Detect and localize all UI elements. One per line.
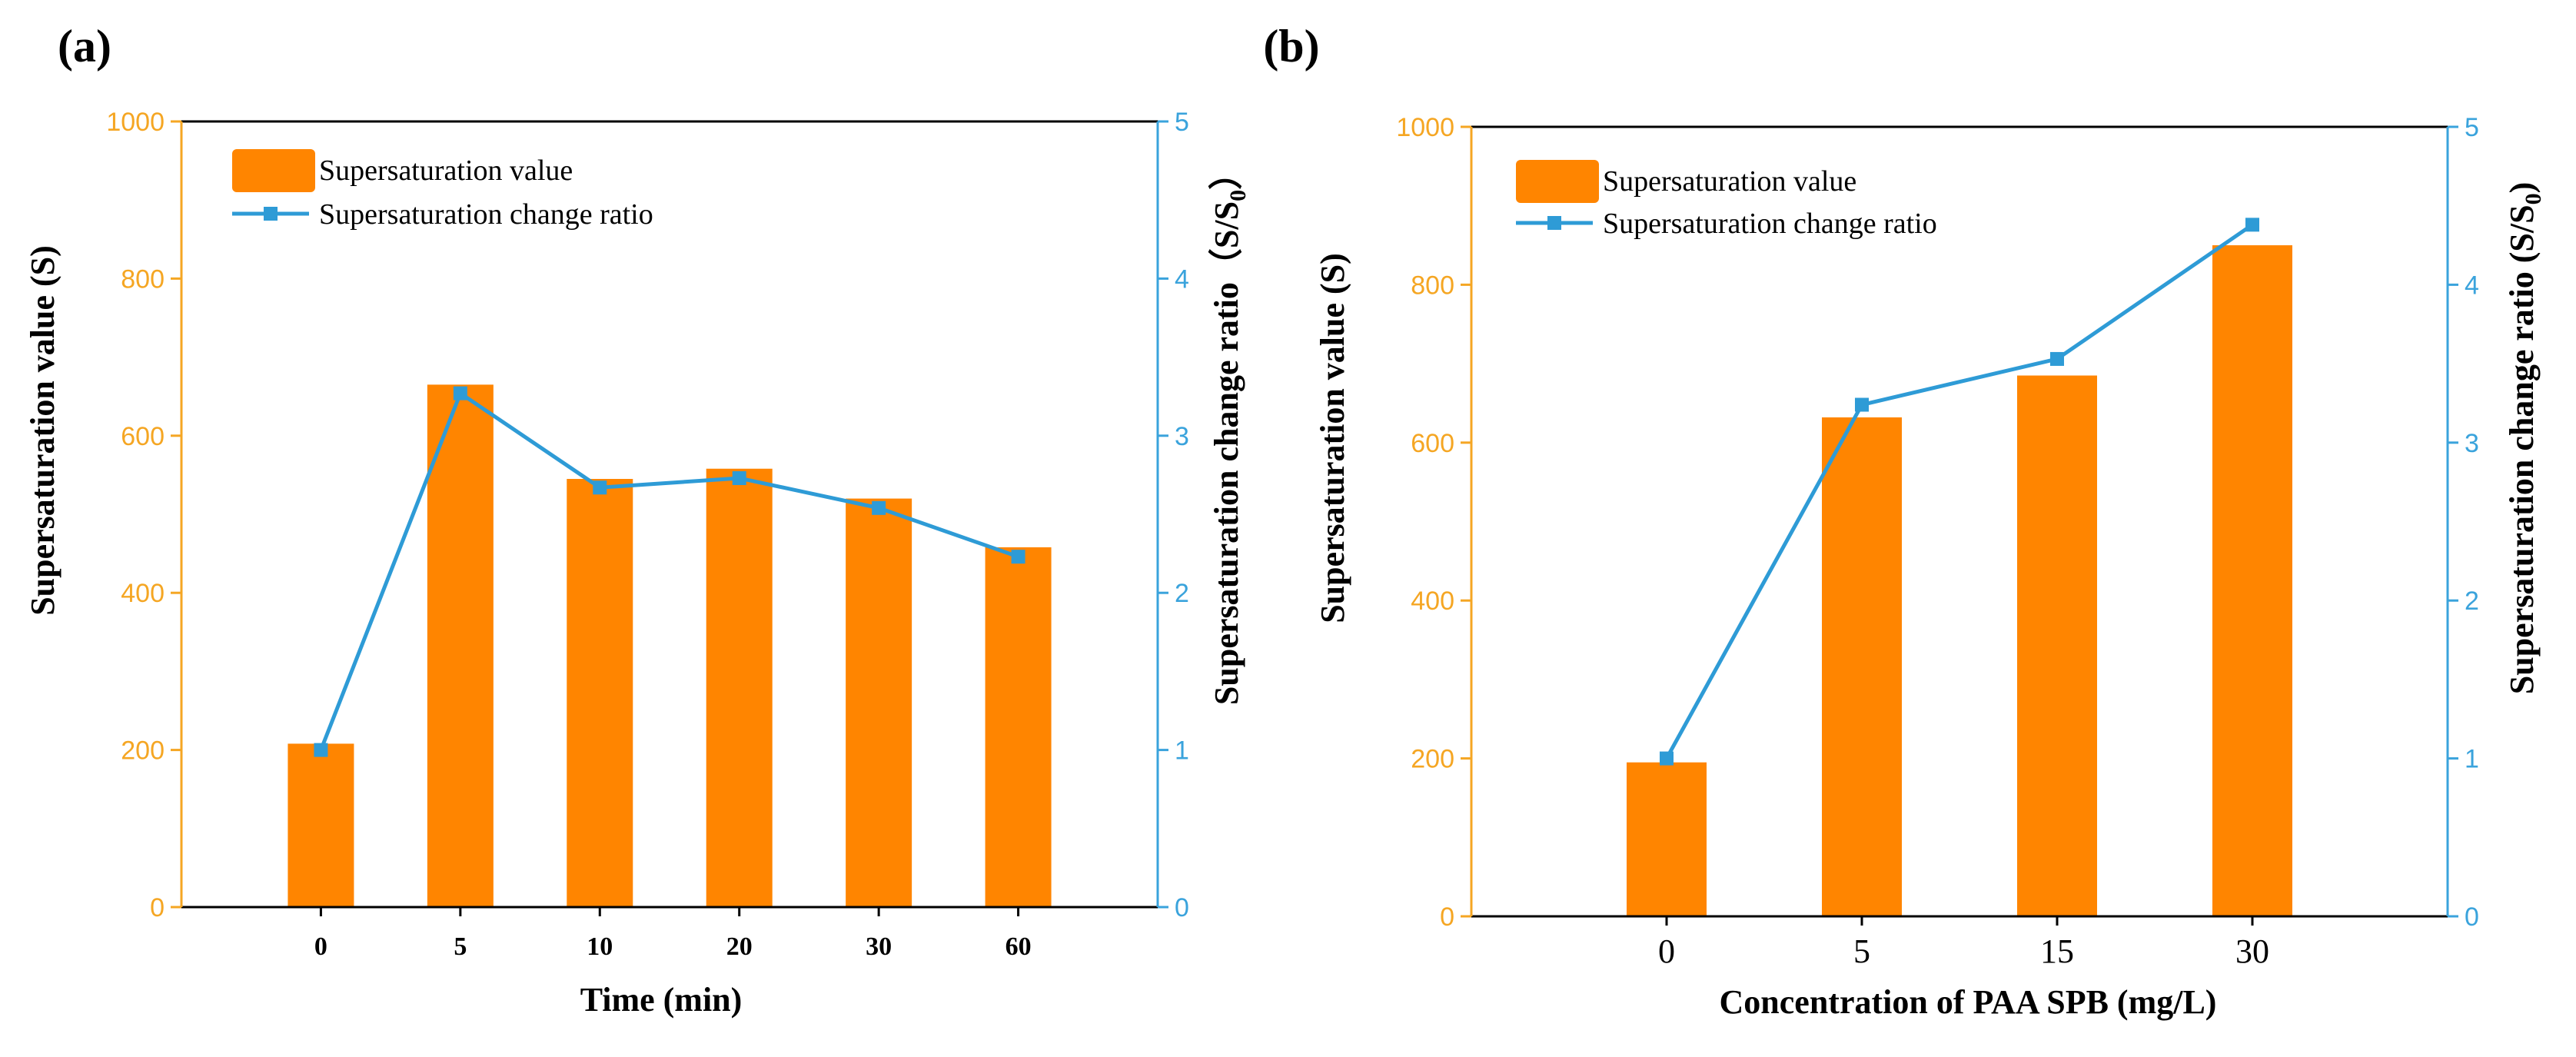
y2-axis-title-end: ） — [1208, 156, 1245, 190]
left-tick-label: 600 — [1411, 429, 1454, 458]
bar-60 — [985, 547, 1052, 907]
left-tick-label: 600 — [121, 422, 165, 451]
ratio-marker-0 — [1660, 751, 1674, 766]
left-tick-label: 200 — [121, 736, 165, 766]
x-axis-title: Concentration of PAA SPB (mg/L) — [1720, 983, 2217, 1021]
bar-0 — [1627, 762, 1707, 916]
right-tick-label: 0 — [1175, 893, 1189, 922]
y-axis-title: Supersaturation value (S) — [1314, 253, 1351, 623]
y2-axis-title-main: Supersaturation change ratio (S/S — [2503, 204, 2541, 694]
bar-30 — [846, 498, 912, 907]
left-tick-label: 400 — [121, 579, 165, 608]
ratio-line — [1664, 223, 2254, 760]
legend-bar-label: Supersaturation value — [1603, 165, 1856, 198]
ratio-marker-5 — [453, 386, 467, 401]
right-tick-label: 2 — [2465, 587, 2479, 616]
ratio-marker-5 — [1855, 397, 1869, 412]
legend-line-label: Supersaturation change ratio — [1603, 208, 1937, 240]
bar-5 — [1822, 417, 1902, 916]
bar-20 — [706, 468, 773, 907]
panel-b: (b) 0 200 400 600 800 1000 0 1 2 3 4 5 0 5 15 30 Concentr… — [1263, 21, 2546, 1021]
x-tick-label: 30 — [2235, 932, 2269, 970]
legend-line-marker — [264, 207, 278, 221]
left-tick-label: 400 — [1411, 587, 1454, 616]
right-tick-label: 4 — [1175, 264, 1189, 294]
y2-axis-title-sub: 0 — [1225, 190, 1251, 201]
legend-line-label: Supersaturation change ratio — [319, 198, 653, 231]
x-axis-title: Time (min) — [580, 981, 743, 1019]
right-tick-label: 3 — [2465, 429, 2479, 458]
bar-5 — [427, 384, 494, 907]
right-tick-label: 1 — [1175, 736, 1189, 766]
right-tick-label: 3 — [1175, 422, 1189, 451]
y2-axis-title: Supersaturation change ratio (S/S0) — [2503, 182, 2546, 694]
x-tick-label: 0 — [314, 932, 327, 961]
left-tick-label: 1000 — [1396, 113, 1454, 142]
right-tick-label: 2 — [1175, 579, 1189, 608]
x-tick-label: 15 — [2040, 932, 2074, 970]
legend-bar-swatch — [1516, 160, 1599, 203]
y2-axis-title-end: ) — [2503, 182, 2541, 194]
bar-15 — [2017, 375, 2097, 916]
legend-bar-swatch — [232, 149, 315, 192]
panel-label: (a) — [58, 21, 111, 71]
bar-30 — [2212, 245, 2292, 916]
ratio-marker-15 — [2050, 351, 2064, 366]
panel-a: (a) 0 200 400 600 800 1000 0 1 2 3 4 5 0 5 10 20 30 60 Time… — [24, 21, 1251, 1019]
right-tick-label: 4 — [2465, 271, 2479, 300]
left-tick-label: 200 — [1411, 745, 1454, 774]
right-tick-label: 0 — [2465, 902, 2479, 932]
left-tick-label: 1000 — [106, 108, 165, 137]
x-tick-label: 20 — [726, 932, 753, 961]
ratio-marker-30 — [872, 500, 886, 515]
y2-axis-title-main: Supersaturation change ratio（S/S — [1208, 201, 1245, 705]
y-axis-title: Supersaturation value (S) — [24, 245, 61, 616]
ratio-marker-60 — [1011, 550, 1025, 564]
left-tick-label: 0 — [150, 893, 165, 922]
left-tick-label: 0 — [1440, 902, 1454, 932]
legend-line-marker — [1547, 216, 1561, 230]
right-tick-label: 5 — [1175, 108, 1189, 137]
x-tick-label: 30 — [866, 932, 892, 961]
left-tick-label: 800 — [1411, 271, 1454, 300]
x-tick-label: 10 — [587, 932, 613, 961]
y2-axis-title: Supersaturation change ratio（S/S0） — [1208, 156, 1251, 705]
x-tick-label: 5 — [454, 932, 467, 961]
bar-10 — [567, 479, 633, 907]
panel-label: (b) — [1263, 21, 1319, 71]
ratio-marker-30 — [2245, 218, 2259, 232]
ratio-marker-20 — [732, 470, 746, 485]
legend-bar-label: Supersaturation value — [319, 155, 573, 187]
x-tick-label: 60 — [1005, 932, 1032, 961]
ratio-line — [319, 390, 1019, 751]
bar-0 — [288, 743, 354, 907]
left-tick-label: 800 — [121, 264, 165, 294]
right-tick-label: 1 — [2465, 745, 2479, 774]
right-tick-label: 5 — [2465, 113, 2479, 142]
ratio-marker-0 — [314, 743, 328, 757]
y2-axis-title-sub: 0 — [2521, 193, 2546, 204]
ratio-marker-10 — [593, 480, 607, 495]
x-tick-label: 0 — [1658, 932, 1675, 970]
x-tick-label: 5 — [1853, 932, 1870, 970]
